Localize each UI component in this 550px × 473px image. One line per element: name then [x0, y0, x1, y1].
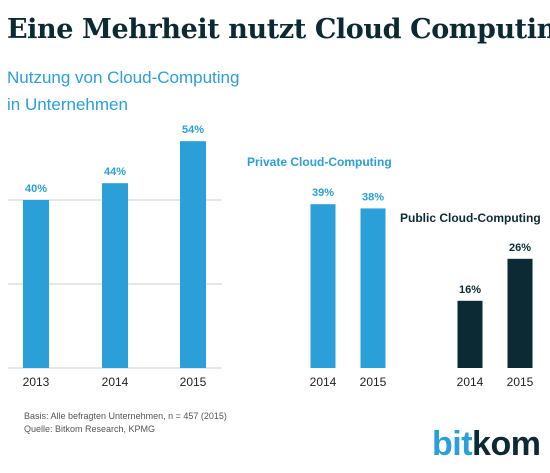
footnote-basis: Basis: Alle befragten Unternehmen, n = 4… [24, 411, 227, 421]
chart-subtitle: Nutzung von Cloud-Computing in Unternehm… [7, 64, 307, 118]
tick-label-1-2015: 2015 [360, 375, 387, 389]
footnote-source: Quelle: Bitkom Research, KPMG [24, 424, 156, 434]
bar-0-2014 [102, 183, 128, 368]
value-label-2-2014: 16% [459, 284, 481, 296]
bar-2-2014 [457, 300, 483, 368]
chart-title: Eine Mehrheit nutzt Cloud Computing [7, 14, 550, 45]
tick-label-2-2014: 2014 [457, 375, 484, 389]
chart-1-title: Private Cloud-Computing [247, 155, 392, 169]
bar-0-2013 [23, 200, 49, 368]
tick-label-2-2015: 2015 [507, 375, 534, 389]
tick-label-0-2015: 2015 [180, 375, 207, 389]
tick-label-1-2014: 2014 [310, 375, 337, 389]
value-label-1-2014: 39% [312, 187, 334, 199]
value-label-0-2013: 40% [25, 183, 47, 195]
value-label-2-2015: 26% [509, 242, 531, 254]
chart-2-title: Public Cloud-Computing [400, 211, 541, 225]
value-label-0-2015: 54% [182, 124, 204, 136]
bitkom-logo: bitkom [432, 424, 541, 464]
footnote: Basis: Alle befragten Unternehmen, n = 4… [24, 410, 344, 436]
bar-2-2015 [507, 258, 533, 368]
bar-1-2014 [310, 204, 336, 368]
subtitle-line-1: Nutzung von Cloud-Computing [7, 68, 240, 87]
bar-1-2015 [360, 208, 386, 368]
logo-part-kom: kom [472, 425, 541, 463]
tick-label-0-2013: 2013 [23, 375, 50, 389]
subtitle-line-2: in Unternehmen [7, 95, 128, 114]
tick-label-0-2014: 2014 [102, 375, 129, 389]
value-label-1-2015: 38% [362, 191, 384, 203]
bar-0-2015 [180, 141, 206, 368]
logo-part-bit: bit [432, 425, 473, 463]
value-label-0-2014: 44% [104, 166, 126, 178]
